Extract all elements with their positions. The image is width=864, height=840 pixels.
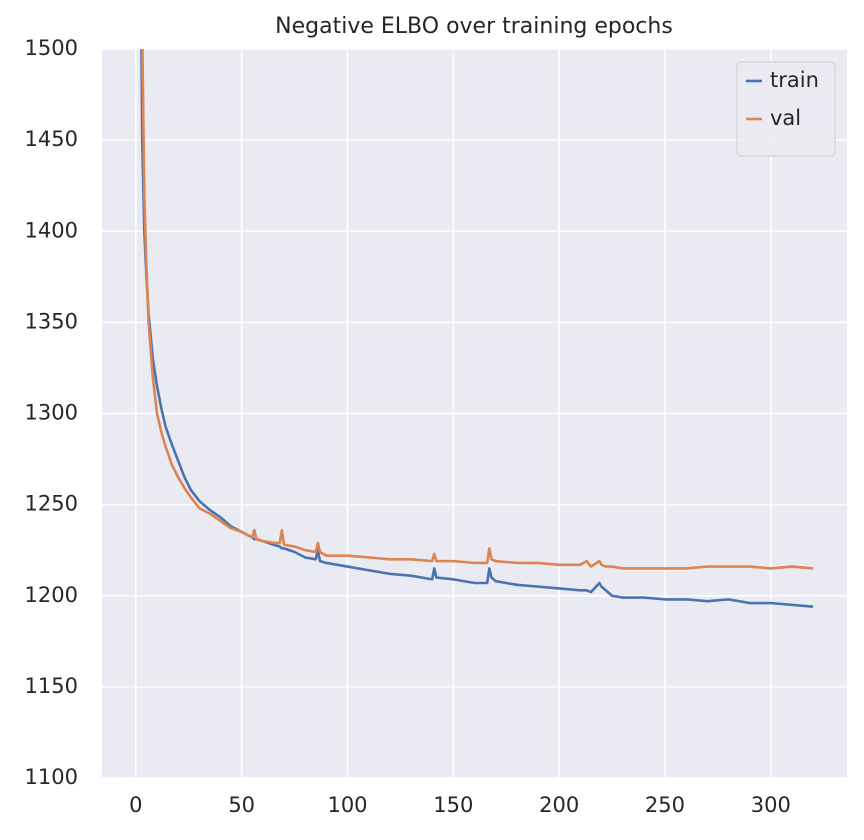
x-tick-label: 50 [228,793,255,817]
x-tick-label: 150 [433,793,473,817]
x-tick-label: 300 [751,793,791,817]
lines [140,49,814,608]
x-tick-label: 200 [539,793,579,817]
x-tick-label: 0 [129,793,142,817]
y-tick-label: 1450 [25,127,78,151]
x-tick-label: 100 [327,793,367,817]
legend-label: val [770,106,801,130]
y-tick-label: 1500 [25,36,78,60]
legend: train val [736,61,836,157]
y-tick-label: 1350 [25,309,78,333]
legend-box [736,61,836,157]
grid [102,48,847,779]
y-tick-label: 1150 [25,674,78,698]
series-line [141,49,814,570]
y-tick-label: 1400 [25,218,78,242]
y-tick-label: 1250 [25,492,78,516]
chart-title: Negative ELBO over training epochs [275,14,673,39]
legend-label: train [770,68,819,92]
series-line [140,49,814,608]
y-tick-label: 1200 [25,583,78,607]
x-tick-label: 250 [645,793,685,817]
y-tick-label: 1300 [25,401,78,425]
y-tick-label: 1100 [25,765,78,789]
